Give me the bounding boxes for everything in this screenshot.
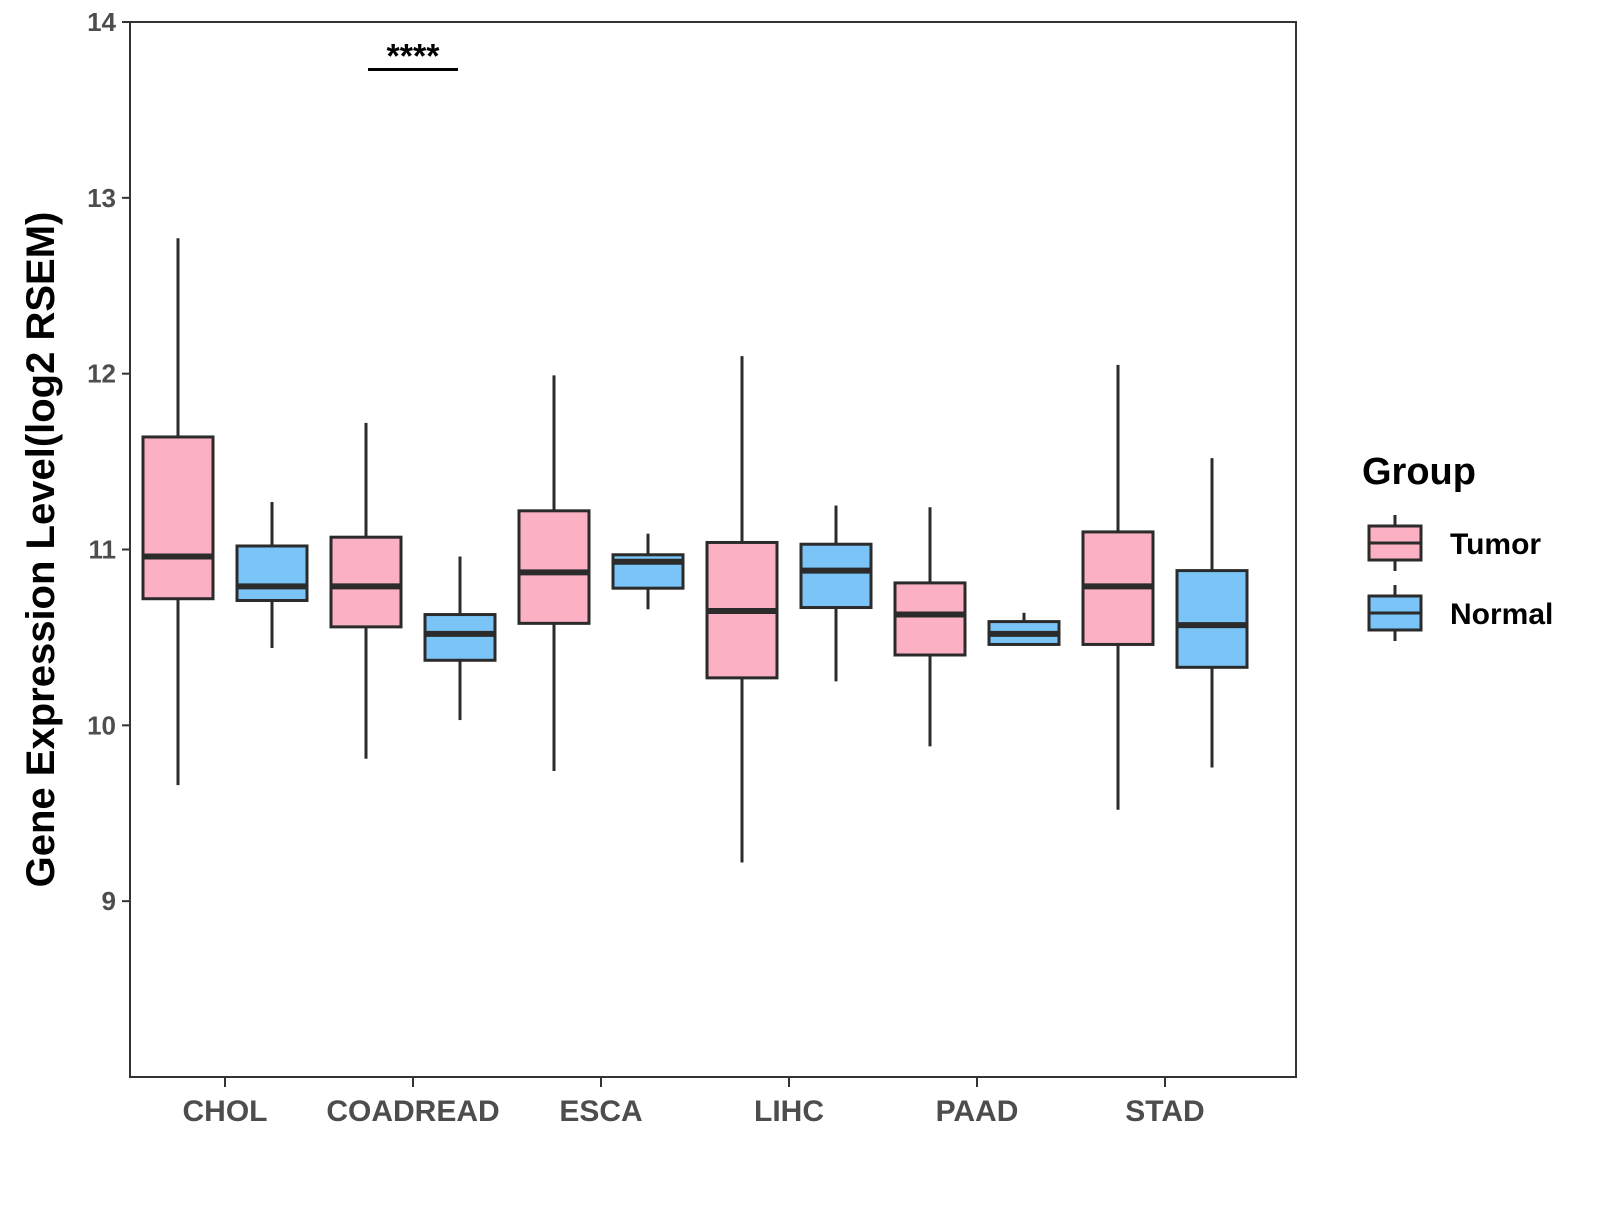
box-tumor-chol (141, 238, 215, 786)
box-normal-paad (987, 612, 1061, 646)
box-tumor-lihc (705, 356, 779, 863)
x-tick-label-coadread: COADREAD (326, 1095, 499, 1128)
annotation-layer: **** (368, 37, 458, 75)
boxes-layer (141, 238, 1249, 863)
box-tumor-coadread (329, 422, 403, 759)
box-normal-coadread (423, 556, 497, 721)
box-iqr (329, 535, 403, 629)
y-tick-label: 9 (102, 886, 116, 916)
legend-item-tumor: Tumor (1367, 515, 1541, 571)
box-iqr (235, 544, 309, 602)
box-iqr (517, 509, 591, 625)
box-normal-chol (235, 502, 309, 648)
legend-item-normal: Normal (1367, 585, 1553, 641)
y-tick-label: 11 (89, 535, 117, 565)
y-tick-label: 10 (87, 710, 116, 740)
axis-layer: 9 10 11 12 13 14 CHOL COADREAD ESCA LIHC PAAD STAD (87, 7, 1205, 1128)
box-normal-lihc (799, 505, 873, 682)
y-tick-label: 14 (87, 7, 116, 37)
box-tumor-paad (893, 507, 967, 747)
box-normal-esca (611, 533, 685, 610)
box-iqr (141, 435, 215, 601)
box-iqr (423, 613, 497, 662)
y-tick-label: 13 (87, 183, 116, 213)
x-tick-label-esca: ESCA (559, 1095, 642, 1128)
legend-title: Group (1362, 451, 1476, 493)
legend-label: Tumor (1450, 528, 1541, 561)
y-axis-label: Gene Expression Level(log2 RSEM) (19, 212, 63, 888)
significance-label: **** (387, 37, 441, 75)
x-tick-label-stad: STAD (1125, 1095, 1204, 1128)
box-iqr (1175, 569, 1249, 669)
box-iqr (893, 581, 967, 657)
x-tick-label-paad: PAAD (936, 1095, 1019, 1128)
x-tick-label-chol: CHOL (183, 1095, 268, 1128)
legend-label: Normal (1450, 598, 1553, 631)
box-iqr (799, 542, 873, 610)
box-normal-stad (1175, 458, 1249, 768)
legend: Group Tumor Normal (1362, 451, 1553, 641)
box-tumor-stad (1081, 364, 1155, 810)
x-tick-label-lihc: LIHC (754, 1095, 824, 1128)
box-tumor-esca (517, 375, 591, 772)
y-tick-label: 12 (87, 359, 116, 389)
